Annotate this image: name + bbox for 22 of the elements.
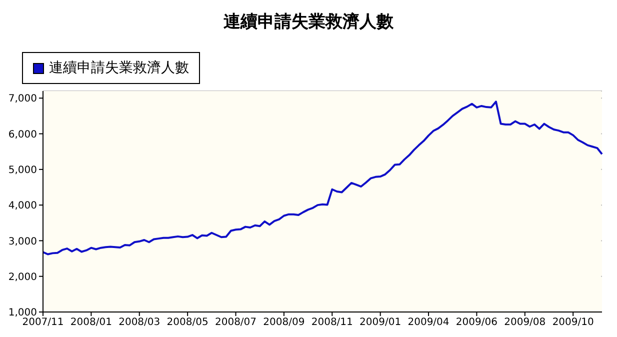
y-tick-label: 6,000 [8, 129, 37, 140]
x-tick-label: 2009/04 [408, 317, 450, 328]
x-tick-label: 2007/11 [22, 317, 64, 328]
x-tick-label: 2008/09 [263, 317, 305, 328]
chart-title: 連續申請失業救濟人數 [222, 11, 394, 33]
y-tick-label: 1,000 [8, 308, 37, 319]
x-tick-label: 2009/08 [504, 317, 546, 328]
y-tick-label: 2,000 [8, 272, 37, 283]
x-tick-label: 2008/01 [70, 317, 112, 328]
x-tick-label: 2008/03 [118, 317, 160, 328]
x-tick-label: 2009/01 [360, 317, 402, 328]
x-tick-label: 2008/05 [166, 317, 208, 328]
x-tick-label: 2008/11 [311, 317, 353, 328]
y-tick-label: 7,000 [8, 94, 37, 105]
line-series [42, 100, 603, 256]
legend-label: 連續申請失業救濟人數 [49, 59, 189, 77]
y-tick-label: 5,000 [8, 164, 37, 176]
x-tick-label: 2008/07 [214, 317, 257, 328]
y-tick-label: 4,000 [8, 200, 37, 212]
x-tick-label: 2009/10 [552, 317, 594, 328]
x-tick-label: 2009/06 [456, 317, 498, 328]
y-tick-label: 3,000 [8, 236, 37, 248]
